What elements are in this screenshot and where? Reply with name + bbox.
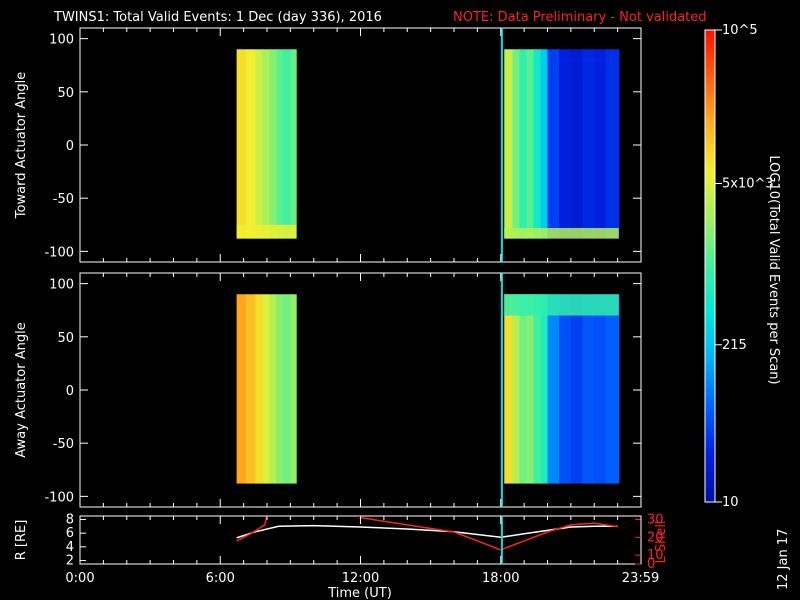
heatmap-cell: [512, 49, 520, 239]
heatmap-cell: [236, 49, 247, 239]
radius-tick-label: 2: [66, 554, 74, 569]
heatmap-cell: [594, 294, 607, 484]
away-ylabel: Away Actuator Angle: [14, 322, 29, 457]
heatmap-cell: [283, 49, 291, 239]
toward-panel: 100 50 0 -50 -100 Toward Actuator Angle: [14, 27, 642, 263]
y-tick-label: 100: [49, 278, 74, 293]
heatmap-cell: [559, 49, 572, 239]
colorbar-tick-label: 10^5: [722, 23, 758, 38]
y-tick-label: 50: [57, 86, 74, 101]
away-heatmap: [236, 273, 620, 507]
orbit-lines: [236, 516, 618, 564]
y-tick-label: -100: [44, 245, 74, 260]
radius-tick-label: 4: [66, 540, 74, 555]
away-axis: 100 50 0 -50 -100: [44, 273, 642, 507]
x-tick-label: 23:59: [622, 571, 659, 586]
lshell-tick-label: 0: [647, 557, 655, 572]
heatmap-cell: [533, 294, 541, 484]
heatmap-cell: [276, 49, 284, 239]
toward-ylabel: Toward Actuator Angle: [14, 72, 29, 219]
x-axis-label: Time (UT): [327, 586, 392, 600]
colorbar-tick-label: 5x10^3: [722, 177, 774, 192]
lshell-tick-label: 30: [647, 513, 664, 528]
heatmap-cell: [504, 49, 513, 239]
heatmap-cell: [605, 294, 620, 484]
heatmap-cell: [262, 49, 270, 239]
heatmap-cell: [276, 294, 284, 484]
heatmap-cell: [290, 294, 297, 484]
chart-title: TWINS1: Total Valid Events: 1 Dec (day 3…: [53, 10, 382, 25]
away-panel: 100 50 0 -50 -100 Away Actuator Angle: [14, 272, 642, 508]
y-tick-label: 0: [66, 384, 74, 399]
heatmap-cell: [236, 294, 247, 484]
heatmap-cell: [533, 49, 541, 239]
lshell-line: [357, 516, 618, 551]
lshell-axis-label: L Shell: [654, 520, 669, 563]
colorbar: 10 215 5x10^3 10^5 LOG10(Total Valid Events…: [704, 23, 781, 510]
colorbar-tick-label: 10: [722, 495, 739, 510]
toward-axis: 100 50 0 -50 -100: [44, 28, 642, 262]
heatmap-cell: [512, 294, 520, 484]
heatmap-cell: [605, 49, 620, 239]
heatmap-band: [236, 224, 297, 239]
heatmap-cell: [255, 49, 263, 239]
lshell-tick-label: 20: [647, 530, 664, 545]
heatmap-cell: [245, 294, 256, 484]
heatmap-cell: [290, 49, 297, 239]
heatmap-cell: [519, 49, 527, 239]
colorbar-ticks: 10 215 5x10^3 10^5: [715, 23, 774, 510]
heatmap-cell: [504, 294, 513, 484]
heatmap-cell: [526, 49, 534, 239]
radius-tick-label: 8: [66, 512, 74, 527]
y-tick-label: -50: [53, 437, 74, 452]
heatmap-cell: [269, 294, 277, 484]
radius-axis-label: R [RE]: [14, 520, 29, 561]
heatmap-cell: [582, 294, 595, 484]
lshell-line: [236, 516, 268, 542]
colorbar-tick-label: 215: [722, 338, 747, 353]
heatmap-cell: [559, 294, 572, 484]
radius-tick-label: 6: [66, 526, 74, 541]
colorbar-scale: [704, 29, 716, 503]
y-tick-label: 0: [66, 139, 74, 154]
preliminary-note: NOTE: Data Preliminary - Not validated: [453, 10, 707, 25]
heatmap-cell: [269, 49, 277, 239]
x-tick-label: 6:00: [206, 571, 235, 586]
generation-date: 12 Jan 17: [776, 529, 791, 590]
y-tick-label: -50: [53, 192, 74, 207]
colorbar-label: LOG10(Total Valid Events per Scan): [766, 155, 781, 384]
radius-label-text: R [RE]: [14, 520, 29, 561]
heatmap-cell: [582, 49, 595, 239]
heatmap-cell: [540, 49, 548, 239]
heatmap-cell: [262, 294, 270, 484]
x-tick-label: 12:00: [342, 571, 379, 586]
heatmap-cell: [245, 49, 256, 239]
heatmap-band: [504, 294, 619, 316]
heatmap-cell: [547, 294, 560, 484]
y-tick-label: 100: [49, 33, 74, 48]
y-tick-label: -100: [44, 490, 74, 505]
heatmap-cell: [283, 294, 291, 484]
heatmap-cell: [570, 294, 584, 484]
heatmap-cell: [526, 294, 534, 484]
heatmap-cell: [594, 49, 607, 239]
toward-heatmap: [236, 28, 620, 262]
heatmap-cell: [540, 294, 548, 484]
heatmap-cell: [519, 294, 527, 484]
x-tick-label: 0:00: [65, 571, 94, 586]
y-tick-label: 50: [57, 331, 74, 346]
lshell-tick-label: 10: [647, 548, 664, 563]
heatmap-cell: [570, 49, 584, 239]
heatmap-band: [504, 227, 619, 239]
heatmap-cell: [255, 294, 263, 484]
x-tick-label: 18:00: [482, 571, 519, 586]
heatmap-cell: [547, 49, 560, 239]
